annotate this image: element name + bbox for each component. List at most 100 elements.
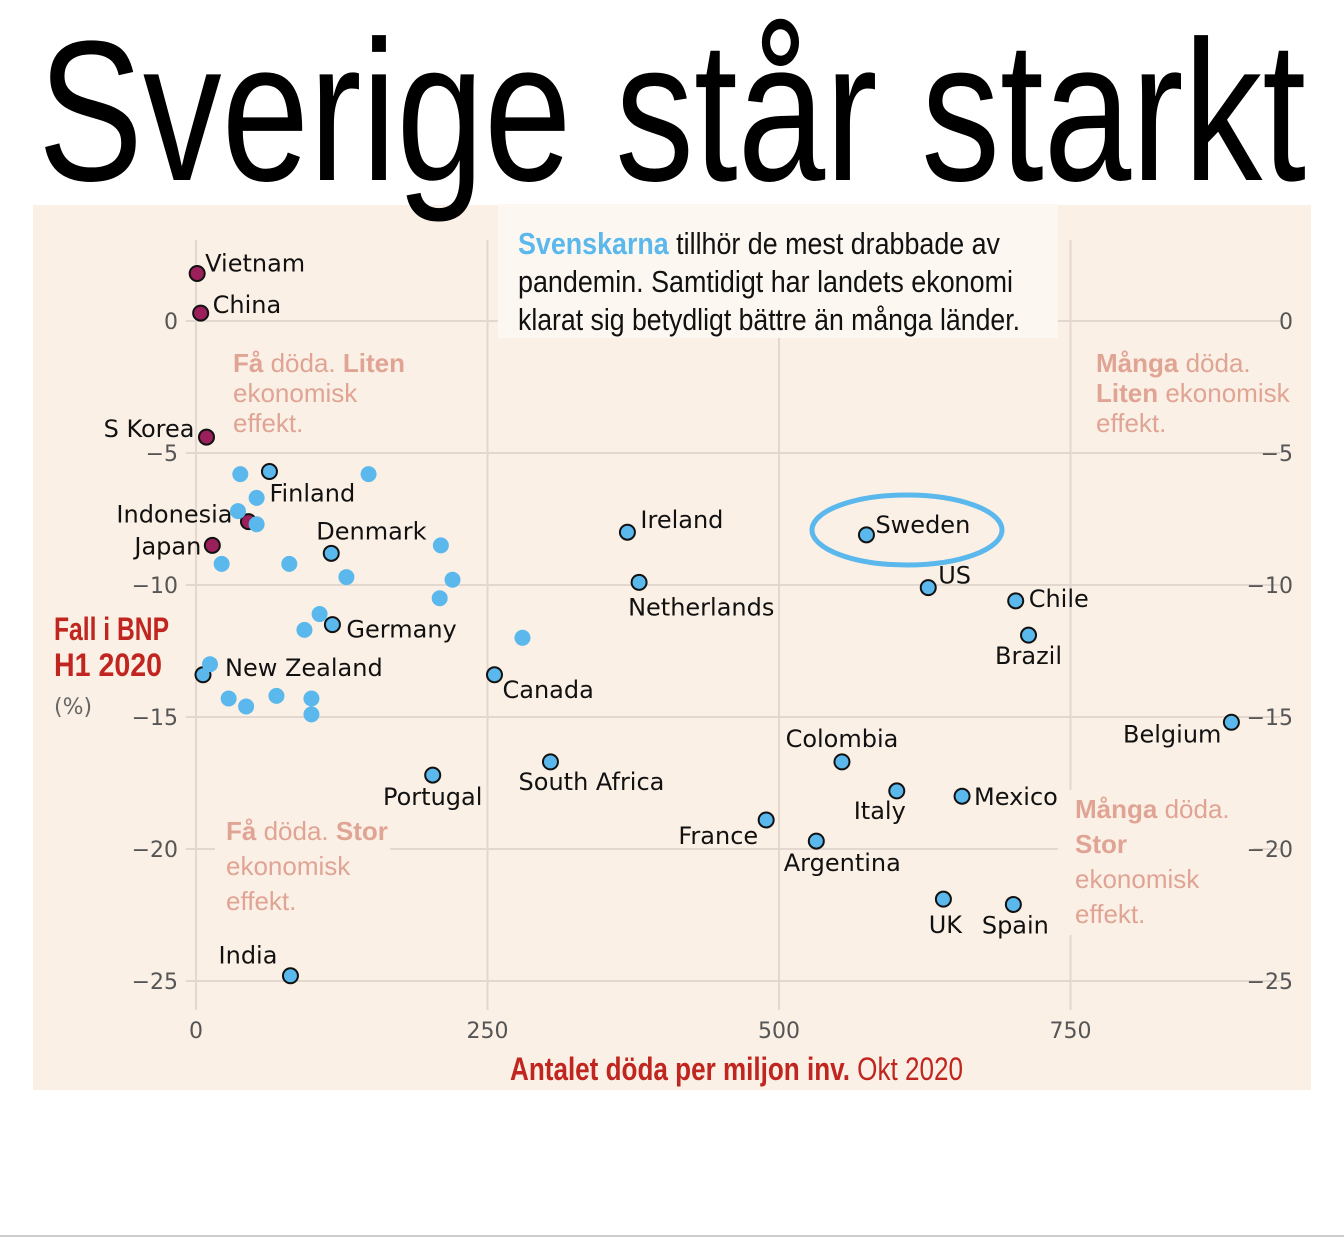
point-chile — [1007, 592, 1025, 610]
svg-text:Liten ekonomisk: Liten ekonomisk — [1096, 378, 1291, 408]
sweden-highlight-ellipse — [809, 492, 1005, 568]
point-unlabeled — [432, 537, 449, 554]
anno-text: effekt. — [233, 408, 303, 438]
point-label: Portugal — [383, 783, 482, 811]
anno-bold: Få — [233, 348, 264, 378]
point-label: South Africa — [519, 768, 665, 796]
point-belgium — [1222, 713, 1240, 731]
point-uk — [934, 890, 952, 908]
point-label: Colombia — [786, 725, 899, 753]
intro-text: Svenskarna tillhör de mest drabbade av p… — [518, 226, 1020, 337]
point-netherlands — [630, 573, 648, 591]
svg-text:Få döda. Stor: Få döda. Stor — [226, 816, 388, 846]
point-italy — [888, 782, 906, 800]
annotation-bg — [1058, 790, 1253, 935]
point-label: Indonesia — [116, 501, 232, 529]
point-labels: Vietnam China S Korea Indonesia Japan Finland… — [104, 249, 1222, 969]
anno-text: effekt. — [226, 886, 296, 916]
anno-bold: Liten — [343, 348, 405, 378]
anno-text: ekonomisk — [1075, 864, 1200, 894]
point-unlabeled — [338, 569, 355, 586]
point-vietnam — [188, 264, 206, 282]
x-axis-title: Antalet döda per miljon inv. Okt 2020 — [510, 1051, 963, 1087]
point-spain — [1004, 895, 1022, 913]
svg-text:Svenskarna tillhör de mest dra: Svenskarna tillhör de mest drabbade av — [518, 226, 1000, 261]
point-label: France — [678, 822, 758, 850]
page-title: Sverige står starkt — [38, 0, 1306, 223]
point-us — [919, 579, 937, 597]
y-tick-label-right: −5 — [1261, 442, 1293, 467]
y-axis-title-line2: H1 2020 — [54, 647, 162, 683]
x-axis-title-suffix: Okt 2020 — [850, 1051, 963, 1087]
anno-text: ekonomisk — [1158, 378, 1290, 408]
anno-bold: Stor — [1075, 829, 1127, 859]
anno-text: effekt. — [1096, 408, 1166, 438]
y-axis-title: Fall i BNP H1 2020 (%) — [54, 611, 169, 720]
svg-text:Många döda.: Många döda. — [1075, 794, 1230, 824]
point-label: India — [219, 942, 278, 970]
point-unlabeled — [444, 571, 461, 588]
point-brazil — [1020, 626, 1038, 644]
point-france — [757, 811, 775, 829]
anno-bold: Stor — [336, 816, 388, 846]
point-label: Ireland — [640, 506, 723, 534]
point-label: Netherlands — [628, 593, 774, 621]
point-unlabeled — [281, 555, 298, 572]
anno-text: döda. — [1178, 348, 1250, 378]
point-unlabeled — [303, 706, 320, 723]
annotation-bg — [1085, 345, 1265, 440]
intro-line3: klarat sig betydligt bättre än många län… — [518, 302, 1020, 337]
y-tick-label-left: −20 — [132, 838, 178, 863]
point-unlabeled — [220, 690, 237, 707]
x-tick-label: 250 — [467, 1019, 509, 1044]
y-tick-label-right: −15 — [1247, 706, 1293, 731]
point-label: Argentina — [784, 849, 901, 877]
point-unlabeled — [514, 629, 531, 646]
anno-text: döda. — [1157, 794, 1229, 824]
point-label: Japan — [132, 532, 201, 560]
point-label: UK — [929, 911, 964, 939]
point-label: Spain — [982, 911, 1049, 939]
x-tick-label: 500 — [758, 1019, 800, 1044]
anno-text: döda. — [263, 348, 343, 378]
point-label: Belgium — [1123, 720, 1221, 748]
y-axis-unit: (%) — [54, 695, 92, 720]
data-points — [188, 264, 1240, 985]
point-unlabeled — [232, 466, 249, 483]
point-sweden — [857, 526, 875, 544]
anno-bold: Liten — [1096, 378, 1158, 408]
point-unlabeled — [431, 590, 448, 607]
annotation-top-right: Många döda. Liten ekonomisk effekt. — [1096, 348, 1291, 438]
x-axis-title-main: Antalet döda per miljon inv. — [510, 1051, 850, 1087]
intro-box — [498, 204, 1058, 338]
point-label: Vietnam — [205, 249, 305, 277]
anno-bold: Få — [226, 816, 257, 846]
point-unlabeled — [213, 555, 230, 572]
point-portugal — [424, 766, 442, 784]
anno-text: ekonomisk — [226, 851, 351, 881]
point-label: Finland — [269, 479, 355, 507]
point-unlabeled — [229, 503, 246, 520]
svg-text:Många döda.: Många döda. — [1096, 348, 1251, 378]
point-india — [281, 967, 299, 985]
point-germany — [323, 616, 341, 634]
point-south-africa — [541, 753, 559, 771]
point-label: Germany — [346, 616, 456, 644]
anno-text: effekt. — [1075, 899, 1145, 929]
point-unlabeled — [360, 466, 377, 483]
point-unlabeled — [248, 516, 265, 533]
point-label: US — [938, 562, 971, 590]
x-tick-label: 0 — [189, 1019, 203, 1044]
point-unlabeled — [238, 698, 255, 715]
point-label: Sweden — [875, 511, 970, 539]
annotation-top-left: Få döda. Liten ekonomisk effekt. — [233, 348, 405, 438]
intro-line1: tillhör de mest drabbade av — [669, 226, 1001, 261]
y-tick-label-left: −25 — [132, 970, 178, 995]
annotation-bottom-right: Många döda. Stor ekonomisk effekt. — [1075, 794, 1230, 929]
y-tick-label-left: −15 — [132, 706, 178, 731]
intro-line2: pandemin. Samtidigt har landets ekonomi — [518, 264, 1013, 299]
y-tick-label-right: 0 — [1279, 310, 1293, 335]
point-denmark — [322, 544, 340, 562]
point-finland — [260, 462, 278, 480]
